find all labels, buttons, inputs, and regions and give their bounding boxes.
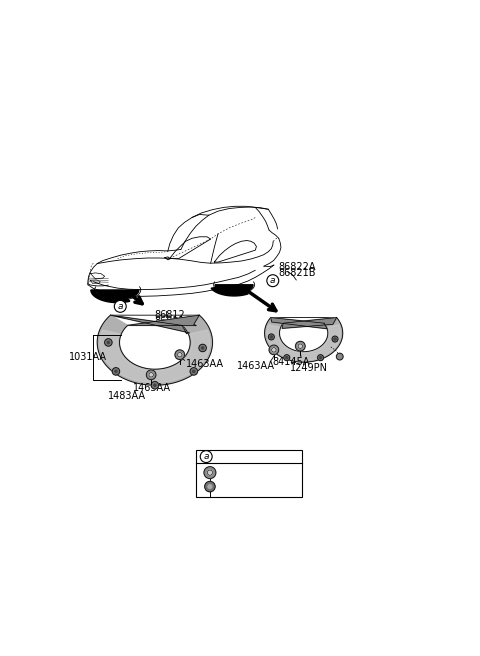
Circle shape xyxy=(151,382,158,389)
Circle shape xyxy=(270,336,273,338)
Circle shape xyxy=(199,344,206,352)
Circle shape xyxy=(107,341,109,344)
Circle shape xyxy=(192,370,195,373)
Circle shape xyxy=(190,367,197,375)
Bar xyxy=(196,450,302,497)
Polygon shape xyxy=(215,285,253,293)
Polygon shape xyxy=(271,318,327,329)
Text: a: a xyxy=(118,302,123,311)
Circle shape xyxy=(178,352,182,357)
Text: 86822A: 86822A xyxy=(278,262,316,272)
Circle shape xyxy=(204,466,216,479)
Polygon shape xyxy=(97,315,213,385)
Polygon shape xyxy=(110,315,190,333)
Text: 1043EA: 1043EA xyxy=(226,468,263,478)
Circle shape xyxy=(114,300,126,312)
Circle shape xyxy=(334,338,336,340)
Circle shape xyxy=(298,344,302,348)
Polygon shape xyxy=(264,318,343,362)
Circle shape xyxy=(112,367,120,375)
Circle shape xyxy=(336,353,343,360)
Circle shape xyxy=(207,470,213,475)
Text: 84145A: 84145A xyxy=(273,357,310,367)
Text: a: a xyxy=(270,276,276,285)
Polygon shape xyxy=(211,287,248,296)
Circle shape xyxy=(272,348,276,352)
Polygon shape xyxy=(267,325,340,360)
Circle shape xyxy=(267,275,279,287)
Circle shape xyxy=(175,350,185,359)
Circle shape xyxy=(105,338,112,346)
Circle shape xyxy=(319,357,322,359)
Text: 1249PN: 1249PN xyxy=(290,363,328,373)
Circle shape xyxy=(204,482,215,492)
Text: 86821B: 86821B xyxy=(278,268,316,278)
Circle shape xyxy=(202,347,204,349)
Polygon shape xyxy=(282,318,336,329)
Text: 1042AA: 1042AA xyxy=(226,482,264,491)
Circle shape xyxy=(208,485,212,489)
Polygon shape xyxy=(128,315,199,325)
Text: 1463AA: 1463AA xyxy=(186,359,224,369)
Polygon shape xyxy=(100,330,210,382)
Text: 86812: 86812 xyxy=(155,310,186,319)
Text: 1463AA: 1463AA xyxy=(237,361,275,371)
Circle shape xyxy=(269,345,279,355)
Circle shape xyxy=(200,451,212,462)
Circle shape xyxy=(286,357,288,359)
Polygon shape xyxy=(91,290,130,302)
Text: 1031AA: 1031AA xyxy=(69,352,108,362)
Text: a: a xyxy=(204,452,209,461)
Circle shape xyxy=(296,341,305,351)
Circle shape xyxy=(146,370,156,380)
Circle shape xyxy=(318,355,324,361)
Circle shape xyxy=(268,334,274,340)
Circle shape xyxy=(149,373,154,377)
Polygon shape xyxy=(96,290,139,299)
Circle shape xyxy=(332,336,338,342)
Text: 86811: 86811 xyxy=(155,316,185,326)
Circle shape xyxy=(115,370,117,373)
Text: 1483AA: 1483AA xyxy=(108,392,146,401)
Text: 1463AA: 1463AA xyxy=(132,383,170,393)
Circle shape xyxy=(284,355,290,361)
Circle shape xyxy=(154,384,156,386)
